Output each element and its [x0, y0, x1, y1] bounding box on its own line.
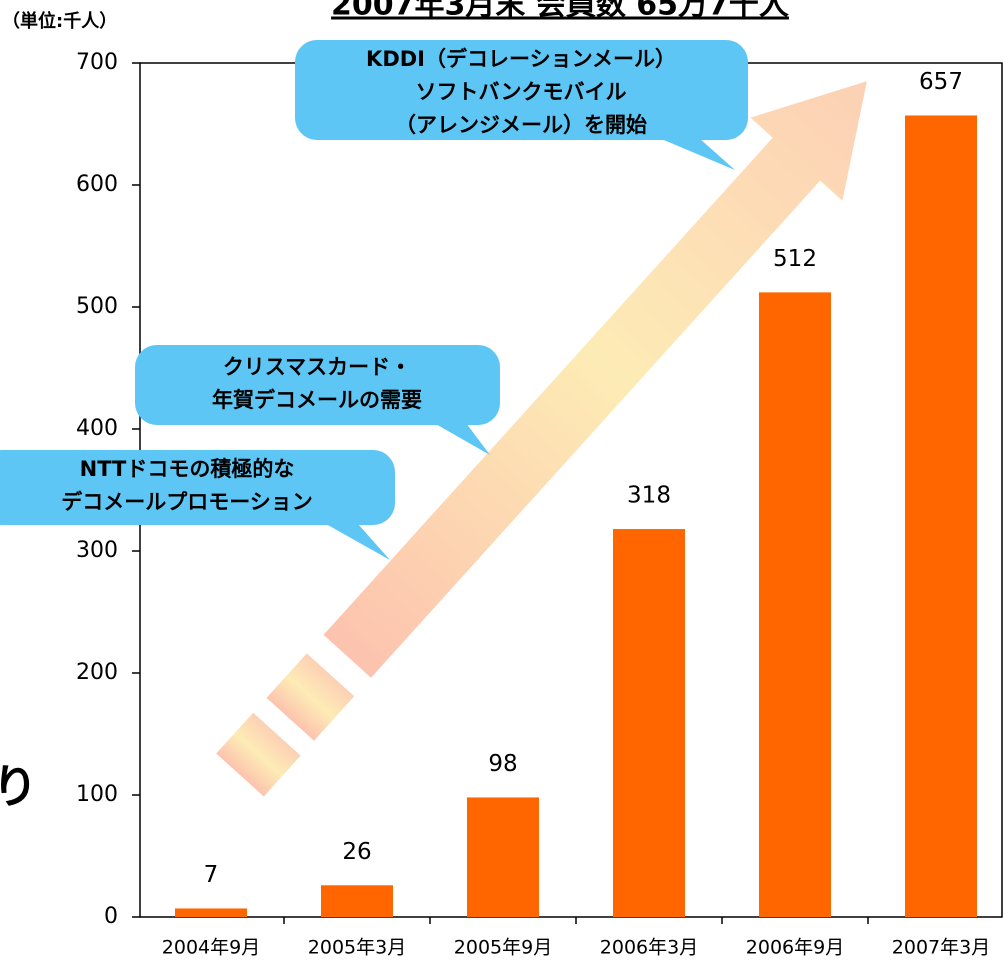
trend-arrow	[216, 81, 867, 797]
bar	[759, 292, 831, 917]
unit-label: （単位:千人）	[2, 10, 117, 32]
x-tick-label: 2005年9月	[454, 937, 552, 959]
chart-title: 2007年3月末 会員数 65万7千人	[331, 0, 789, 23]
bar	[613, 529, 685, 917]
callout-text: ソフトバンクモバイル	[415, 80, 626, 104]
bar	[467, 797, 539, 917]
value-label: 657	[919, 69, 963, 95]
callout-text: NTTドコモの積極的な	[80, 457, 295, 481]
y-tick-label: 400	[76, 416, 118, 441]
value-label: 512	[773, 246, 817, 272]
y-tick-label: 200	[76, 660, 118, 685]
y-tick-label: 300	[76, 538, 118, 563]
callout	[135, 345, 500, 455]
x-tick-label: 2007年3月	[892, 937, 990, 959]
x-tick-label: 2006年9月	[746, 937, 844, 959]
y-tick-label: 700	[76, 50, 118, 75]
side-text: り	[0, 760, 38, 814]
callout	[295, 40, 748, 170]
x-tick-label: 2005年3月	[308, 937, 406, 959]
value-label: 26	[342, 839, 371, 865]
callout-text: （アレンジメール）を開始	[395, 113, 647, 137]
x-tick-label: 2006年3月	[600, 937, 698, 959]
y-tick-label: 600	[76, 172, 118, 197]
callout-text: デコメールプロモーション	[61, 490, 313, 514]
callout-text: KDDI（デコレーションメール）	[366, 47, 676, 71]
value-label: 318	[627, 483, 671, 509]
y-tick-label: 0	[104, 904, 118, 929]
value-label: 98	[488, 751, 517, 777]
bar	[175, 908, 247, 917]
callout-text: 年賀デコメールの需要	[212, 388, 422, 412]
callout-text: クリスマスカード・	[223, 355, 411, 379]
value-label: 7	[204, 862, 219, 888]
y-tick-label: 100	[76, 782, 118, 807]
callout	[0, 450, 395, 560]
bar	[905, 115, 977, 917]
y-tick-label: 500	[76, 294, 118, 319]
x-tick-label: 2004年9月	[162, 937, 260, 959]
bar	[321, 885, 393, 917]
